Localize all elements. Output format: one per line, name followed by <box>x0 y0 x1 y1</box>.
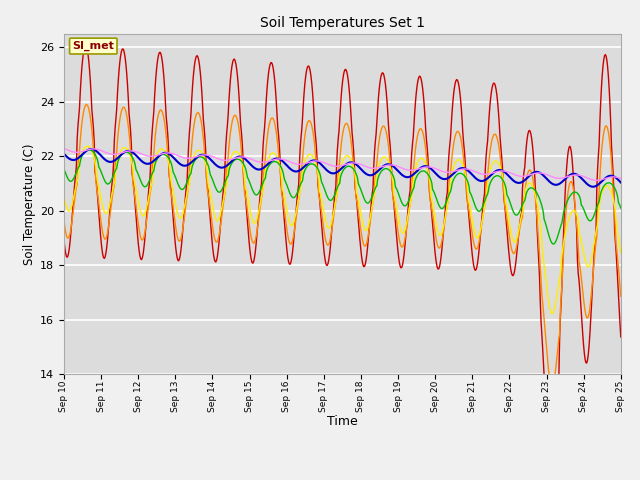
Title: Soil Temperatures Set 1: Soil Temperatures Set 1 <box>260 16 425 30</box>
X-axis label: Time: Time <box>327 415 358 428</box>
Y-axis label: Soil Temperature (C): Soil Temperature (C) <box>23 143 36 265</box>
Text: SI_met: SI_met <box>72 41 114 51</box>
